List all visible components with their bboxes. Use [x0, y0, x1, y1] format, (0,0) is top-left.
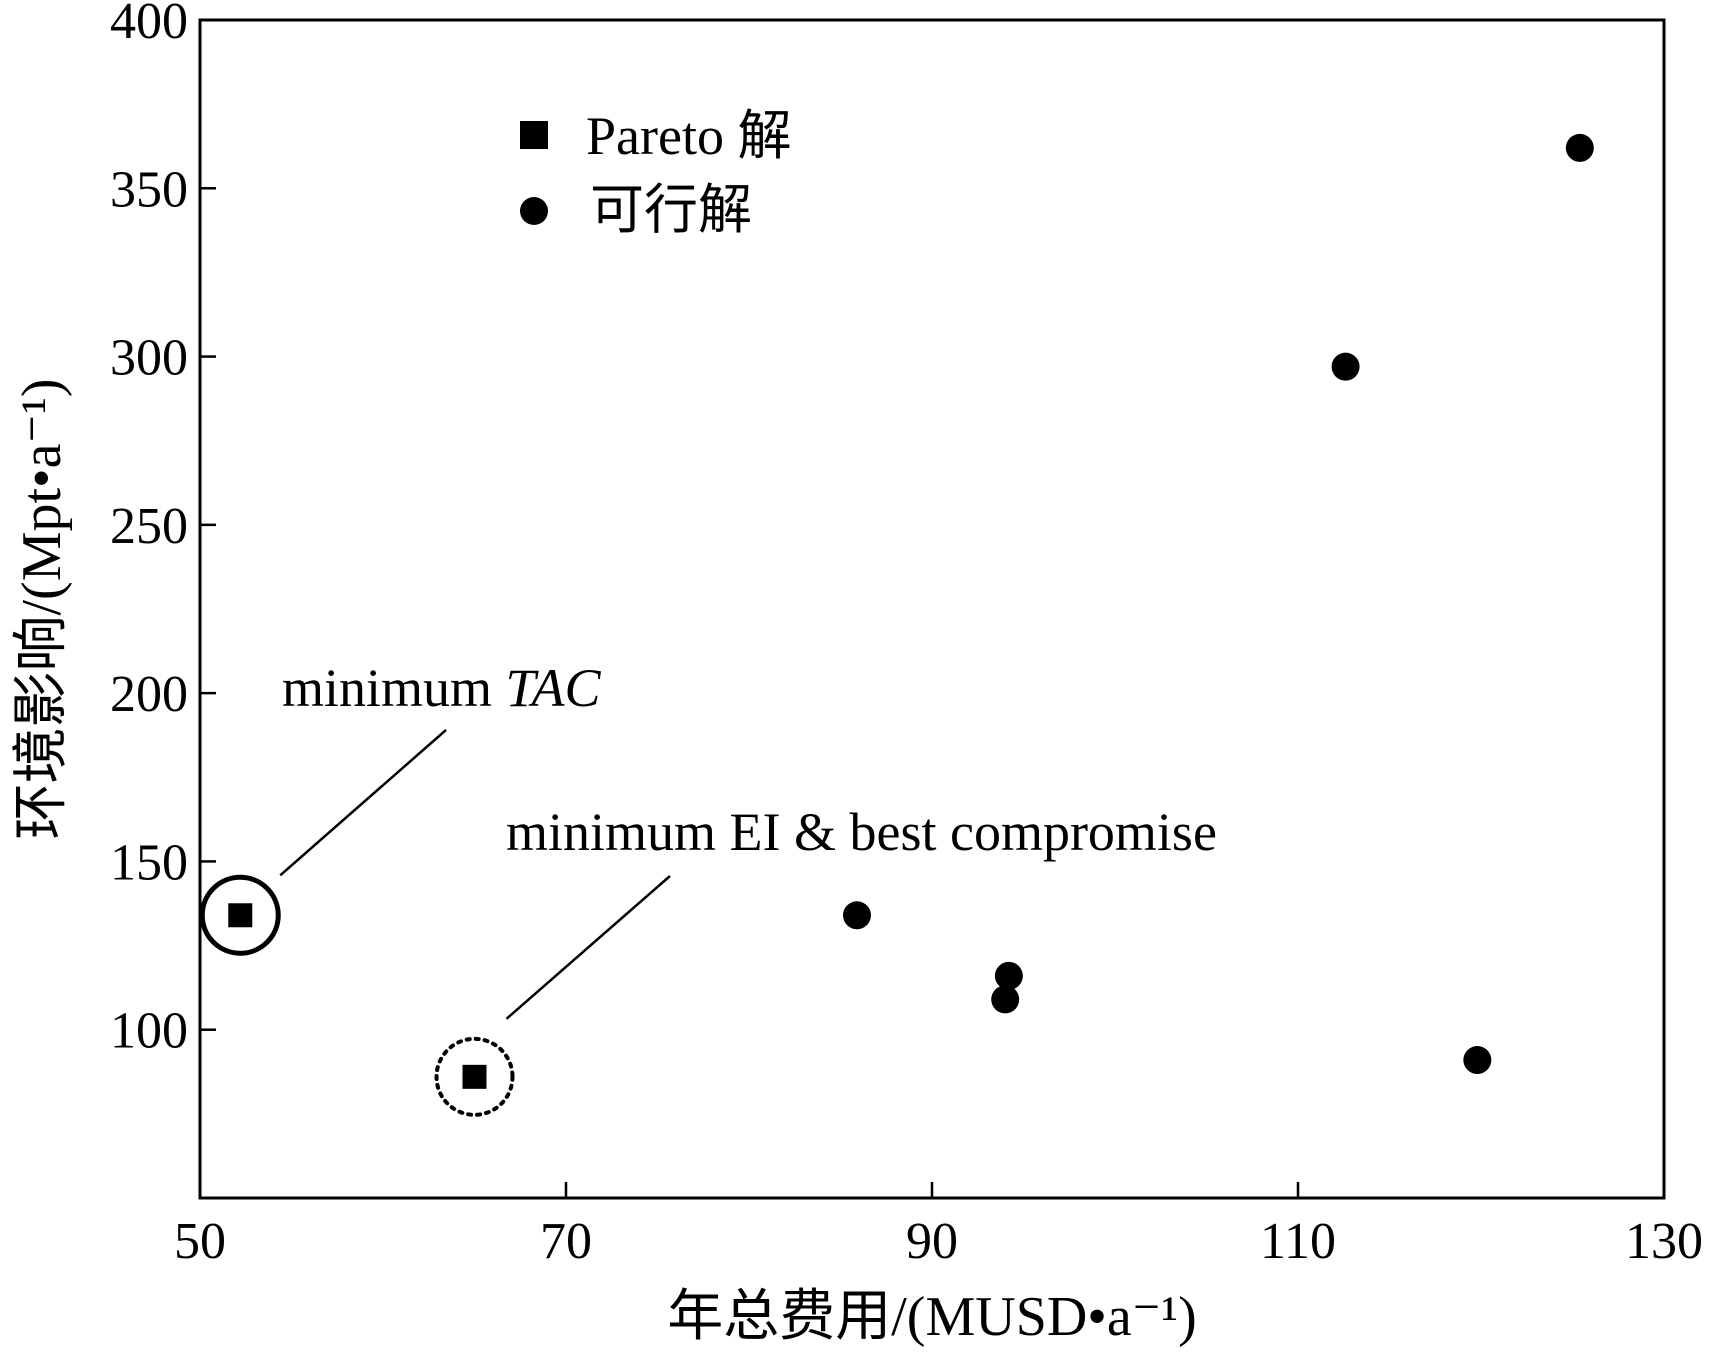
- y-tick-label: 300: [110, 330, 188, 387]
- legend-label-feasible: 可行解: [590, 180, 752, 240]
- annotation-leader-min-ei: [505, 875, 671, 1020]
- x-tick-label: 90: [906, 1213, 958, 1270]
- annotation-label-min-ei: minimum EI & best compromise: [506, 802, 1217, 862]
- feasible-point: [1331, 352, 1360, 381]
- axis-ticks: 50 70 90 110 130 100 150 200 250 300 350 400: [110, 0, 1703, 1270]
- annotations: minimum TAC minimum EI & best compromise: [199, 658, 1217, 1117]
- plot-frame: [198, 18, 1666, 1200]
- feasible-point: [1565, 133, 1594, 162]
- y-axis-title: 环境影响/(Mpt•a⁻¹): [11, 378, 73, 839]
- annotation-ring-min-tac: [199, 874, 281, 956]
- y-tick-label: 150: [110, 834, 188, 891]
- y-tick-label: 100: [110, 1003, 188, 1060]
- feasible-point: [842, 901, 871, 930]
- annotation-ring-min-ei: [434, 1036, 515, 1117]
- feasible-point: [994, 961, 1023, 990]
- y-tick-label: 250: [110, 498, 188, 555]
- y-tick-label: 200: [110, 666, 188, 723]
- pareto-point: [228, 903, 253, 928]
- y-tick-label: 350: [110, 161, 188, 218]
- legend-label-pareto: Pareto 解: [586, 106, 791, 166]
- annotation-leader-min-tac: [279, 729, 447, 877]
- annotation-label-min-tac: minimum TAC: [282, 658, 602, 718]
- x-axis-title: 年总费用/(MUSD•a⁻¹): [667, 1286, 1196, 1348]
- x-tick-label: 130: [1625, 1213, 1703, 1270]
- feasible-point: [991, 985, 1020, 1014]
- legend: Pareto 解 可行解: [520, 106, 791, 240]
- legend-marker-pareto: [520, 121, 548, 149]
- annotation-label-min-tac-plain: minimum: [282, 658, 506, 718]
- x-tick-label: 70: [540, 1213, 592, 1270]
- x-tick-label: 110: [1260, 1213, 1336, 1270]
- data-marks: [228, 133, 1594, 1089]
- y-tick-label: 400: [110, 0, 188, 50]
- pareto-point: [462, 1064, 487, 1089]
- annotation-label-min-tac-italic: TAC: [506, 658, 602, 718]
- x-tick-label: 50: [174, 1213, 226, 1270]
- feasible-point: [1463, 1046, 1492, 1075]
- legend-marker-feasible: [520, 197, 548, 225]
